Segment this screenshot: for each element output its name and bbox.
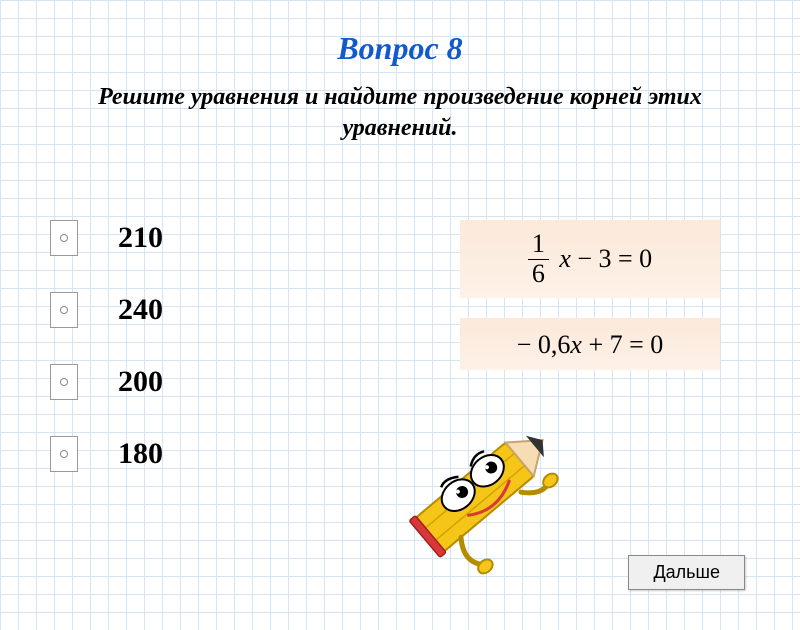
equation-variable: x bbox=[559, 244, 571, 273]
answer-row[interactable]: 200 bbox=[50, 364, 163, 400]
equation-rest: − 3 = 0 bbox=[577, 244, 652, 273]
page-title: Вопрос 8 bbox=[0, 30, 800, 67]
equation-variable: x bbox=[570, 330, 582, 359]
radio-button[interactable] bbox=[50, 220, 78, 256]
pencil-icon bbox=[380, 400, 580, 580]
radio-button[interactable] bbox=[50, 364, 78, 400]
equations-container: 1 6 x − 3 = 0 − 0,6x + 7 = 0 bbox=[460, 220, 720, 390]
fraction-numerator: 1 bbox=[528, 230, 549, 260]
answer-row[interactable]: 210 bbox=[50, 220, 163, 256]
answer-row[interactable]: 240 bbox=[50, 292, 163, 328]
equation-rest: + 7 = 0 bbox=[588, 330, 663, 359]
answer-row[interactable]: 180 bbox=[50, 436, 163, 472]
radio-button[interactable] bbox=[50, 292, 78, 328]
fraction-denominator: 6 bbox=[528, 260, 549, 289]
question-text: Решите уравнения и найдите произведение … bbox=[0, 82, 800, 144]
equation-1: 1 6 x − 3 = 0 bbox=[460, 220, 720, 298]
next-button[interactable]: Дальше bbox=[628, 555, 745, 590]
answer-label: 200 bbox=[118, 365, 163, 399]
radio-button[interactable] bbox=[50, 436, 78, 472]
answers-container: 210 240 200 180 bbox=[50, 220, 163, 508]
equation-2: − 0,6x + 7 = 0 bbox=[460, 318, 720, 370]
equation-coef: − 0,6 bbox=[517, 330, 571, 359]
answer-label: 240 bbox=[118, 293, 163, 327]
answer-label: 180 bbox=[118, 437, 163, 471]
answer-label: 210 bbox=[118, 221, 163, 255]
